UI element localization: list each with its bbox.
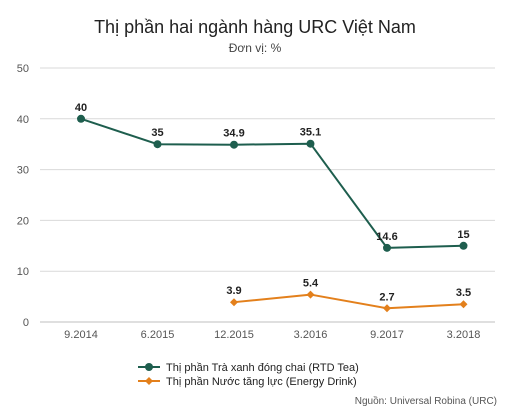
data-label: 34.9 (223, 128, 244, 140)
data-labels: 40 35 34.9 35.1 14.6 15 3.9 5.4 2.7 3.5 (75, 102, 471, 303)
grid-lines (40, 67, 495, 323)
data-label: 3.5 (456, 287, 471, 299)
data-point (153, 140, 162, 149)
source-note: Nguồn: Universal Robina (URC) (355, 395, 497, 407)
data-point (383, 243, 391, 252)
legend-label: Thị phần Nước tăng lực (Energy Drink) (166, 376, 357, 388)
data-label: 2.7 (379, 291, 394, 303)
x-tick-label: 9.2014 (64, 329, 98, 341)
x-tick-label: 9.2017 (370, 329, 404, 341)
data-point (77, 114, 85, 123)
y-tick-label: 20 (17, 215, 29, 227)
series-layer (77, 114, 468, 313)
series-line-1 (233, 293, 464, 310)
data-point (306, 139, 315, 148)
data-point (459, 241, 468, 250)
y-tick-label: 0 (23, 317, 29, 329)
legend: Thị phần Trà xanh đóng chai (RTD Tea) Thị… (138, 362, 359, 388)
y-tick-label: 10 (17, 266, 29, 278)
chart-title: Thị phần hai ngành hàng URC Việt Nam (94, 17, 416, 37)
data-point (383, 304, 391, 313)
data-point (459, 300, 468, 309)
data-label: 3.9 (226, 285, 241, 297)
series-line-0 (80, 117, 464, 249)
x-axis-ticks: 9.2014 6.2015 12.2015 3.2016 9.2017 3.2018 (64, 329, 480, 341)
legend-marker (145, 363, 153, 371)
x-tick-label: 12.2015 (214, 329, 254, 341)
data-label: 35 (151, 127, 163, 139)
data-label: 5.4 (303, 278, 319, 290)
legend-marker (145, 377, 153, 385)
y-tick-label: 30 (17, 165, 29, 177)
data-label: 40 (75, 102, 87, 114)
data-label: 35.1 (300, 127, 321, 139)
x-tick-label: 3.2018 (447, 329, 481, 341)
data-label: 15 (457, 229, 469, 241)
data-label: 14.6 (376, 231, 397, 243)
y-tick-label: 50 (17, 63, 29, 75)
chart-subtitle: Đơn vị: % (229, 41, 282, 55)
legend-label: Thị phần Trà xanh đóng chai (RTD Tea) (166, 362, 359, 374)
data-point (306, 290, 315, 299)
y-tick-label: 40 (17, 114, 29, 126)
x-tick-label: 3.2016 (294, 329, 328, 341)
data-point (230, 298, 238, 307)
x-tick-label: 6.2015 (141, 329, 175, 341)
y-axis-ticks: 0 10 20 30 40 50 (17, 63, 29, 329)
data-point (230, 140, 238, 149)
